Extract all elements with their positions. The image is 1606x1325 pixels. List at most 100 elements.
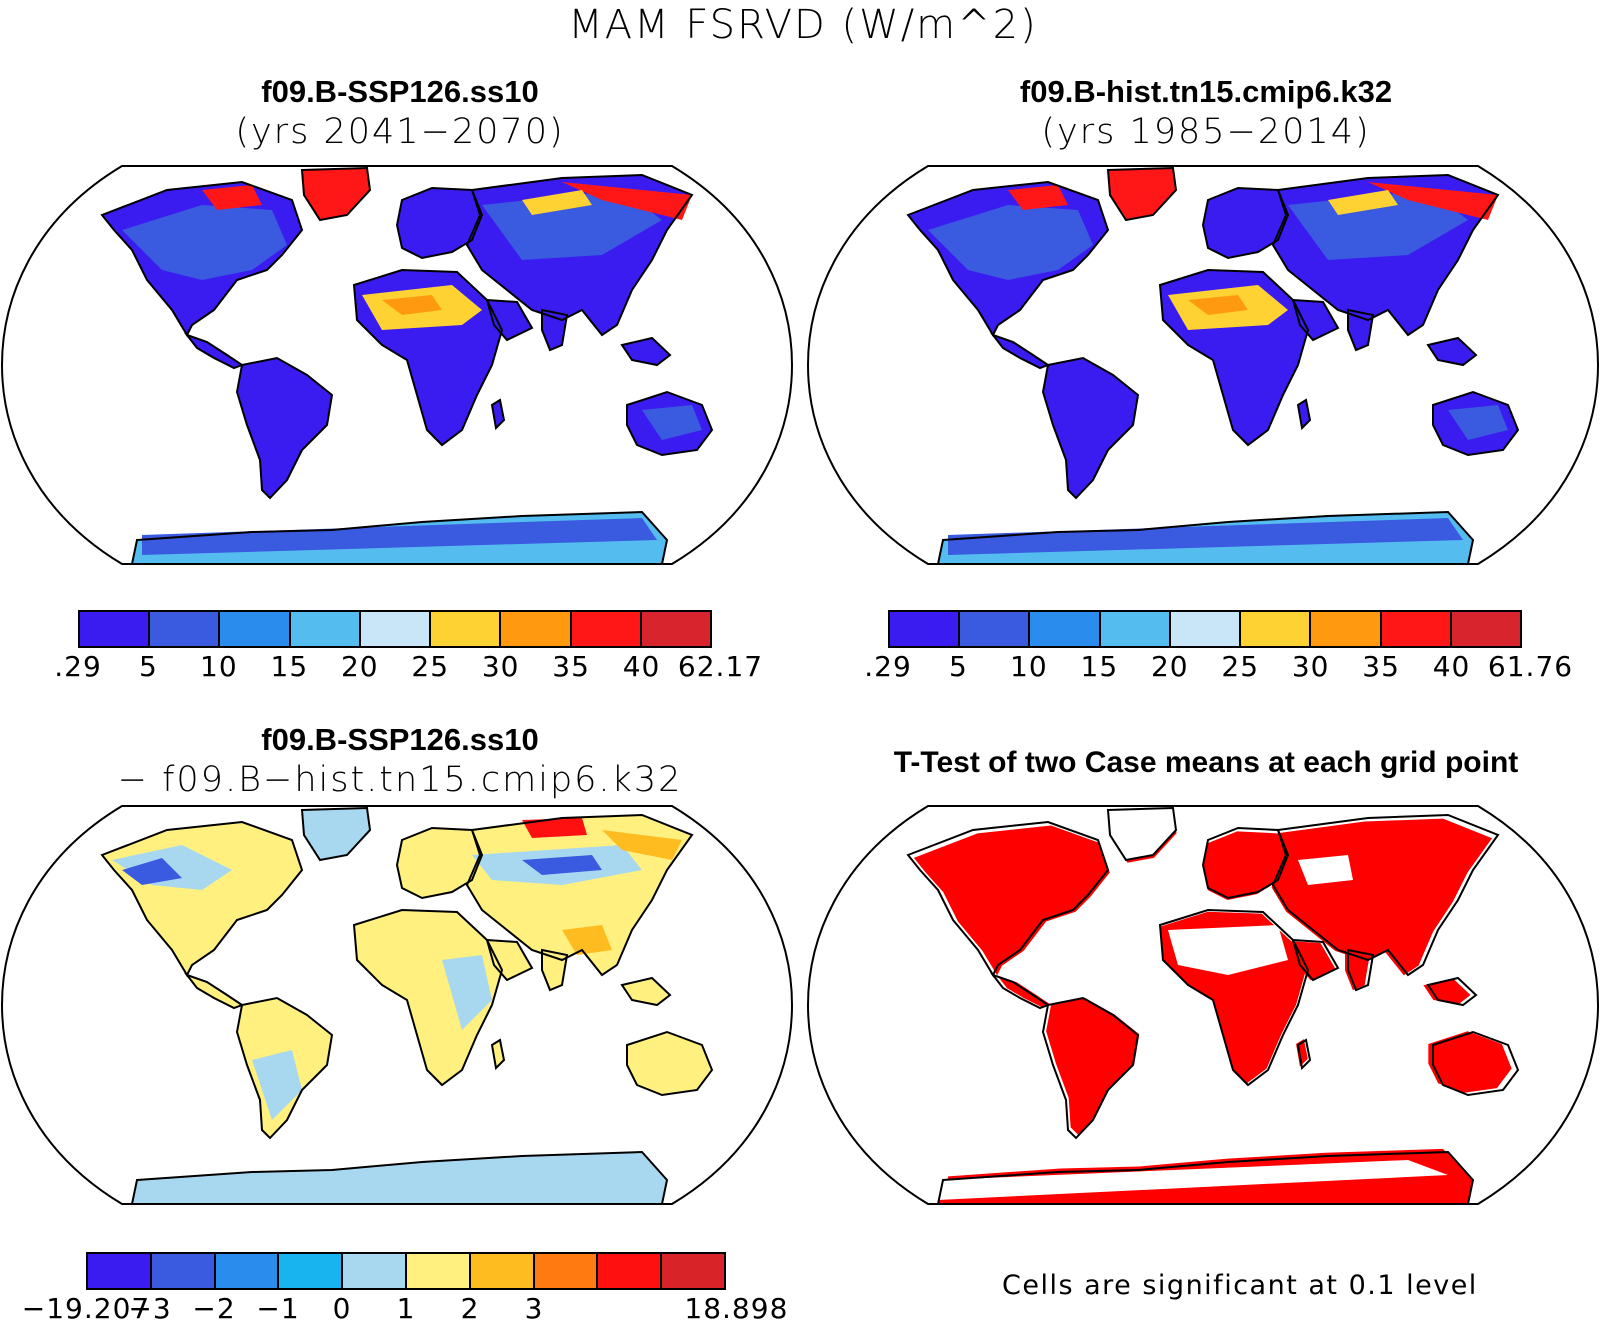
continent-samerica (237, 358, 332, 498)
colorbar-tick-label: 35 (552, 650, 590, 683)
data-region (202, 185, 262, 210)
panel-subtitle: (yrs 1985−2014) (1041, 112, 1371, 152)
colorbar-swatch (150, 612, 221, 646)
colorbar-tick-label: 62.17 (677, 650, 764, 683)
coastline (1158, 908, 1310, 1087)
coastline (485, 938, 534, 982)
colorbar-swatch (215, 1254, 280, 1288)
colorbar-swatch (360, 612, 432, 646)
coastline (541, 308, 569, 352)
significant-region (1202, 831, 1287, 900)
coastline (130, 510, 669, 564)
coastline (395, 826, 484, 900)
colorbar-tick-label: 18.898 (684, 1292, 789, 1325)
data-region (522, 855, 602, 875)
data-region (562, 925, 612, 955)
colorbar-tick-label: 35 (1362, 650, 1400, 683)
panel-subtitle: (yrs 2041−2070) (235, 112, 565, 152)
colorbar-tick-label: −2 (192, 1292, 236, 1325)
data-region (1328, 190, 1398, 215)
data-region (562, 182, 692, 220)
data-region (142, 518, 657, 555)
coastline (100, 820, 304, 978)
coastline (1432, 390, 1520, 457)
data-region (1108, 808, 1176, 860)
panel-case1: f09.B-SSP126.ss10 (yrs 2041−2070) .29 5 10… (0, 70, 800, 690)
colorbar-tick-label: −19.207 (21, 1292, 151, 1325)
map-border (0, 805, 794, 1205)
coastline (1291, 298, 1340, 342)
coastline (184, 972, 245, 1010)
continent-namerica (102, 822, 302, 975)
world-map (0, 158, 794, 572)
colorbar-swatch (1311, 612, 1382, 646)
coastline (1347, 948, 1375, 992)
data-region (382, 295, 442, 315)
continent-samerica (1043, 358, 1138, 498)
coastline (1347, 308, 1375, 352)
data-region (122, 858, 182, 885)
panel-subtitle: − f09.B−hist.tn15.cmip6.k32 (117, 760, 683, 800)
colorbar-swatch (406, 1254, 471, 1288)
colorbar-swatch (80, 612, 151, 646)
panel-title: f09.B-SSP126.ss10 (261, 74, 539, 109)
coastline (620, 976, 672, 1007)
panel-title: f09.B-SSP126.ss10 (261, 722, 539, 757)
coastline (1271, 813, 1500, 977)
significant-region (913, 825, 1110, 976)
colorbar-tick-label: 10 (1010, 650, 1048, 683)
colorbar-swatch (534, 1254, 599, 1288)
coastline (395, 186, 484, 260)
map-border (0, 165, 794, 565)
colorbar-tick-label: 2 (460, 1292, 480, 1325)
colorbar-swatch (1381, 612, 1452, 646)
data-region (938, 1160, 1448, 1200)
coastline (1296, 398, 1312, 431)
significant-region (1428, 1031, 1512, 1094)
colorbar-swatch (470, 1254, 535, 1288)
coastline (235, 996, 334, 1140)
coastline (906, 180, 1110, 338)
continent-europe (397, 188, 482, 258)
colorbar-swatch (1451, 612, 1520, 646)
panel-case2: f09.B-hist.tn15.cmip6.k32 (yrs 1985−2014… (806, 70, 1606, 690)
coastline (1432, 1030, 1520, 1097)
colorbar-swatch (290, 612, 361, 646)
panel-title: T-Test of two Case means at each grid po… (893, 746, 1519, 779)
continent-africa (354, 910, 502, 1085)
data-region (948, 518, 1463, 555)
coastline (485, 298, 534, 342)
colorbar-swatch (890, 612, 961, 646)
colorbar-swatch (279, 1254, 344, 1288)
figure-title: MAM FSRVD (W/m^2) (568, 2, 1038, 48)
coastline (465, 173, 694, 337)
data-region (302, 168, 370, 220)
coastline (235, 356, 334, 500)
colorbar-swatch (598, 1254, 663, 1288)
colorbar-tick-label: 40 (622, 650, 661, 683)
coastline (300, 166, 372, 222)
coastline (300, 806, 372, 862)
coastline (1041, 356, 1140, 500)
coastline (1296, 1038, 1312, 1071)
data-region (252, 1050, 302, 1120)
world-map (0, 798, 794, 1212)
coastline (1426, 976, 1478, 1007)
colorbar-tick-label: 0 (332, 1292, 352, 1325)
data-region (1108, 168, 1176, 220)
colorbar-tick-label: 15 (270, 650, 309, 683)
colorbar-swatch (1170, 612, 1242, 646)
coastline (1201, 186, 1290, 260)
coastline (541, 948, 569, 992)
colorbar-swatch (151, 1254, 216, 1288)
significant-region (1423, 978, 1471, 1005)
data-region (1188, 295, 1248, 315)
colorbar-swatch (1241, 612, 1312, 646)
data-region (522, 818, 587, 838)
panel-difference: f09.B-SSP126.ss10 − f09.B−hist.tn15.cmip… (0, 718, 800, 1325)
continent-india (1348, 310, 1373, 350)
data-region (522, 190, 592, 215)
data-region (442, 955, 492, 1030)
data-region (928, 205, 1093, 280)
colorbar-swatch (501, 612, 572, 646)
